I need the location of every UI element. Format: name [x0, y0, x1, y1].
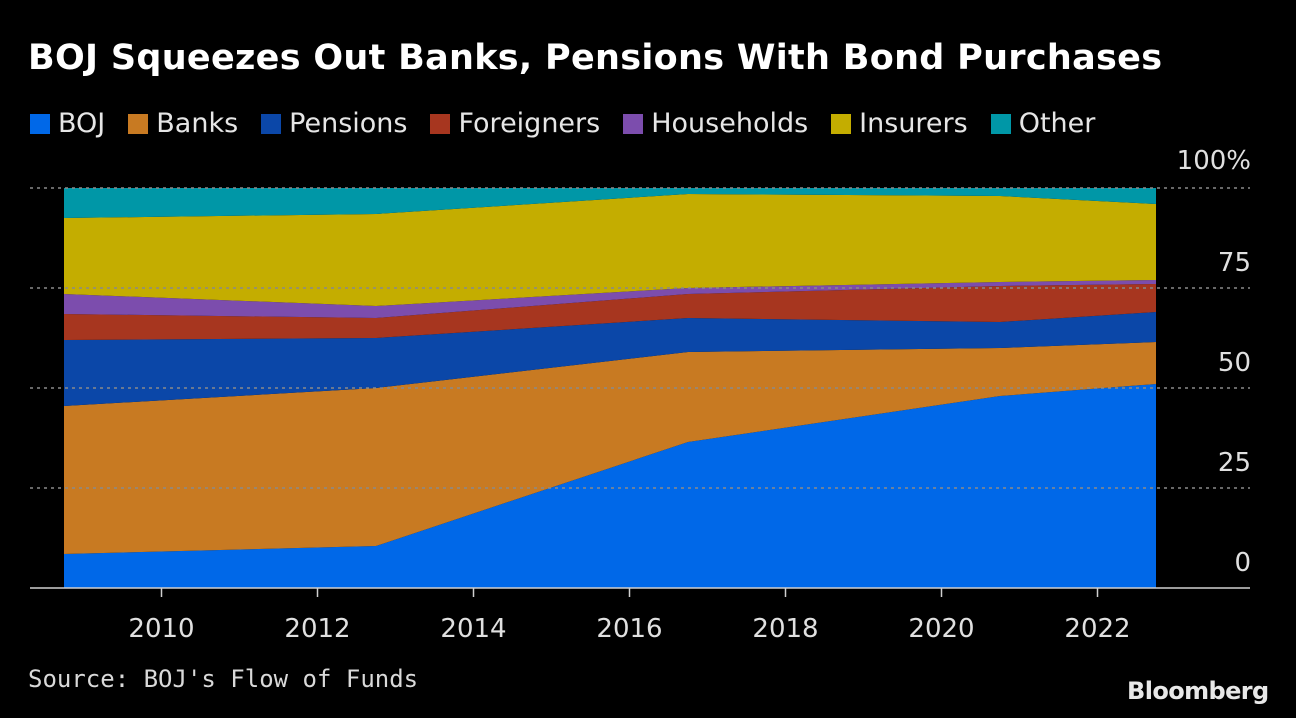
- bloomberg-logo: Bloomberg: [1127, 677, 1269, 705]
- y-tick-label: 50: [1218, 348, 1251, 378]
- y-tick-label: 25: [1218, 448, 1251, 478]
- y-tick-label: 75: [1218, 248, 1251, 278]
- x-tick-label: 2022: [1064, 614, 1130, 644]
- x-tick-label: 2010: [128, 614, 194, 644]
- x-tick-label: 2018: [752, 614, 818, 644]
- x-tick-label: 2020: [908, 614, 974, 644]
- y-tick-label: 0: [1234, 548, 1251, 578]
- x-tick-label: 2014: [440, 614, 506, 644]
- source-note: Source: BOJ's Flow of Funds: [28, 665, 418, 693]
- y-tick-label: 100%: [1177, 146, 1251, 176]
- x-tick-label: 2012: [284, 614, 350, 644]
- x-tick-label: 2016: [596, 614, 662, 644]
